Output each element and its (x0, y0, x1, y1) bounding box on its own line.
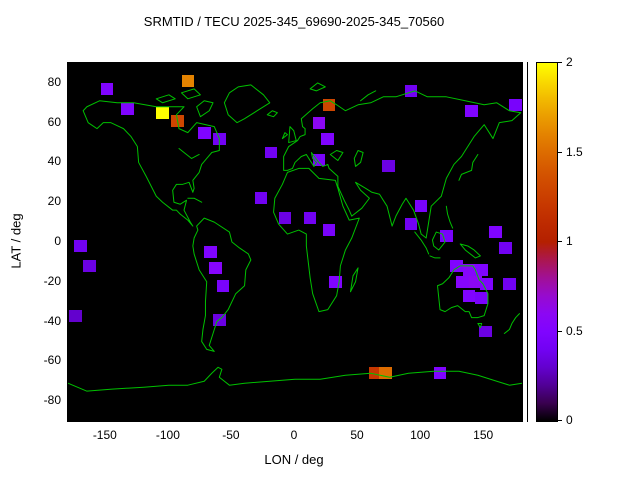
heatmap-cell (197, 126, 211, 139)
colorbar-tick-label: 0.5 (566, 323, 583, 338)
heatmap-cell (404, 218, 418, 231)
y-axis-label: LAT / deg (8, 213, 24, 269)
heatmap-cell (264, 146, 278, 159)
colorbar-tick-mark (558, 151, 562, 153)
heatmap-cell (456, 275, 470, 288)
colorbar-tick-mark (558, 241, 562, 242)
heatmap-cell (489, 226, 502, 238)
colorbar-tick-mark (558, 62, 562, 63)
heatmap-cell (74, 240, 87, 252)
y-tick-label: -40 (43, 313, 61, 328)
heatmap-cell (312, 116, 326, 129)
x-tick-label: 0 (290, 428, 298, 442)
y-tick-label: -20 (43, 273, 61, 288)
x-tick-label: 50 (350, 428, 364, 442)
y-tick-label: 80 (47, 74, 61, 89)
heatmap-cell (209, 261, 222, 274)
heatmap-cell (433, 367, 447, 380)
heatmap-cell (322, 224, 336, 237)
heatmap-cell (83, 259, 96, 272)
colorbar-tick-mark (558, 330, 562, 332)
x-tick-label: 100 (410, 428, 431, 442)
x-tick-label: -50 (222, 428, 240, 442)
heatmap-cell (120, 102, 134, 115)
heatmap-cell (440, 230, 453, 242)
heatmap-cell (100, 82, 114, 95)
y-tick-label: 20 (47, 194, 61, 209)
heatmap-cell (204, 245, 217, 258)
world-coastline-map (68, 63, 522, 421)
heatmap-cell (462, 263, 476, 276)
heatmap-cell (278, 212, 292, 225)
heatmap-cell (479, 325, 492, 338)
x-axis-label: LON / deg (264, 452, 324, 467)
colorbar-gradient (536, 62, 558, 422)
heatmap-cell (480, 277, 493, 290)
heatmap-cell (404, 84, 418, 97)
heatmap-cell (379, 367, 393, 380)
y-tick-label: 0 (54, 234, 61, 248)
heatmap-cell (69, 309, 82, 322)
heatmap-cell (450, 259, 463, 272)
heatmap-cell (216, 279, 230, 292)
heatmap-cell (475, 263, 488, 276)
heatmap-cell (509, 98, 522, 111)
heatmap-cell (462, 289, 476, 302)
coastline-path (68, 83, 522, 391)
heatmap-cell (369, 367, 382, 380)
heatmap-cell (312, 154, 326, 167)
y-tick-label: 40 (47, 154, 61, 169)
plot-frame-line (527, 62, 528, 422)
y-tick-label: 60 (47, 114, 61, 129)
heatmap-cell (181, 74, 195, 87)
colorbar-tick-mark (558, 420, 562, 421)
heatmap-cell (156, 106, 169, 119)
heatmap-cell (469, 275, 482, 288)
colorbar-tick-label: 1 (566, 234, 573, 248)
heatmap-cell (303, 212, 317, 225)
heatmap-cell (321, 132, 335, 145)
colorbar-tick-label: 2 (566, 55, 573, 69)
heatmap-cell (414, 200, 428, 213)
x-tick-label: 150 (473, 428, 494, 442)
heatmap-cell (254, 192, 268, 205)
colorbar-tick-label: 0 (566, 413, 573, 427)
heatmap-cell (465, 104, 478, 117)
heatmap-cell (499, 242, 512, 254)
y-tick-label: -80 (43, 393, 61, 408)
heatmap-cell (329, 275, 342, 288)
x-tick-label: -150 (92, 428, 117, 442)
colorbar-tick-label: 1.5 (566, 144, 583, 159)
heatmap-cell (382, 160, 395, 173)
plot-area (67, 62, 523, 422)
x-tick-label: -100 (155, 428, 180, 442)
heatmap-cell (475, 291, 488, 304)
heatmap-cell (503, 277, 516, 290)
heatmap-cell (322, 98, 336, 111)
heatmap-cells-layer (68, 63, 522, 421)
y-tick-label: -60 (43, 353, 61, 368)
chart-title: SRMTID / TECU 2025-345_69690-2025-345_70… (143, 14, 445, 29)
